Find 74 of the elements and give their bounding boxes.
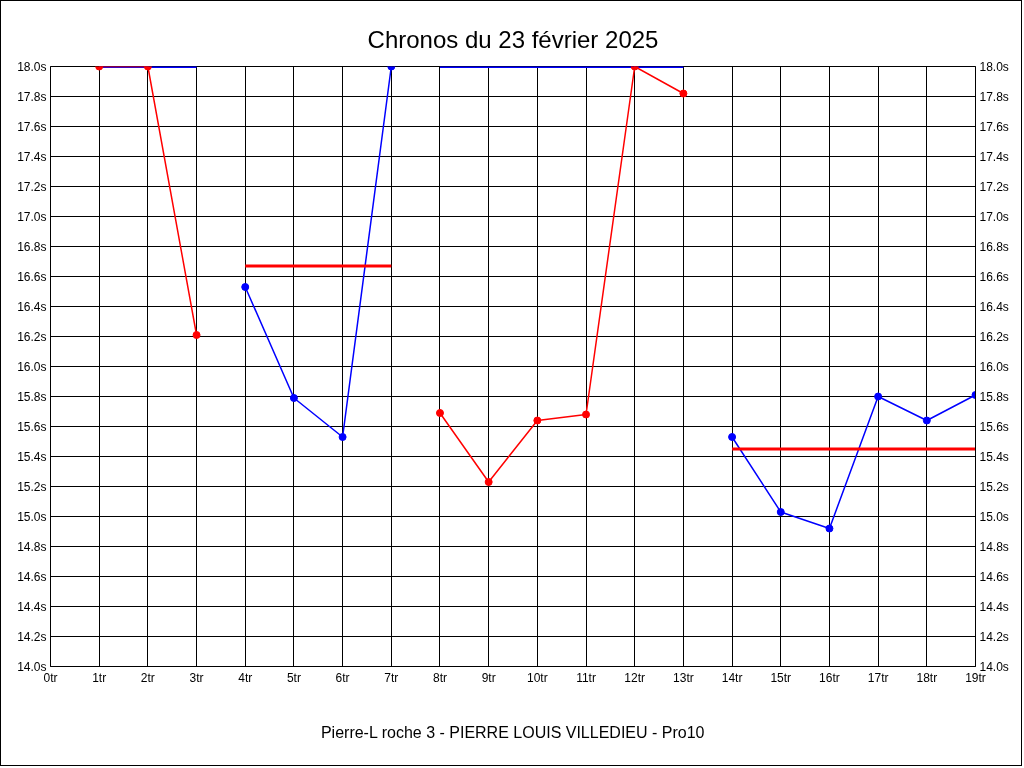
y2-tick-label: 15.8s — [979, 389, 1009, 404]
y2-tick-label: 15.0s — [979, 509, 1009, 524]
point — [728, 433, 737, 441]
y-tick-label: 16.6s — [17, 269, 47, 284]
y2-tick-label: 16.6s — [979, 269, 1009, 284]
y-tick-label: 17.8s — [17, 89, 47, 104]
y-tick-label: 18.0s — [17, 59, 47, 74]
x-tick-label: 14tr — [721, 670, 743, 685]
x-tick-label: 2tr — [140, 670, 155, 685]
y-tick-label: 15.6s — [17, 419, 47, 434]
y2-tick-label: 16.0s — [979, 359, 1009, 374]
y2-tick-label: 17.0s — [979, 209, 1009, 224]
y-tick-label: 15.2s — [17, 479, 47, 494]
chart-title: Chronos du 23 février 2025 — [367, 25, 659, 53]
point — [776, 508, 785, 516]
point — [922, 416, 931, 425]
y-tick-label: 14.4s — [17, 599, 47, 614]
y2-tick-label: 15.4s — [979, 449, 1009, 464]
x-tick-label: 4tr — [238, 670, 253, 685]
point — [825, 524, 834, 533]
x-tick-label: 10tr — [527, 670, 548, 685]
y-tick-label: 15.0s — [17, 509, 47, 524]
y-tick-label: 16.8s — [17, 239, 47, 254]
y2-tick-label: 17.2s — [979, 179, 1009, 194]
y-tick-label: 17.6s — [17, 119, 47, 134]
x-tick-label: 17tr — [867, 670, 889, 685]
x-tick-label: 7tr — [384, 670, 399, 685]
y-tick-label: 17.4s — [17, 149, 47, 164]
y2-tick-label: 14.4s — [979, 599, 1009, 614]
y-tick-label: 15.4s — [17, 449, 47, 464]
point — [338, 433, 347, 441]
y2-tick-label: 17.8s — [979, 89, 1009, 104]
x-tick-label: 12tr — [624, 670, 646, 685]
y-tick-label: 16.4s — [17, 299, 47, 314]
point — [484, 478, 493, 486]
y2-tick-label: 17.4s — [979, 149, 1009, 164]
y2-tick-label: 15.2s — [979, 479, 1009, 494]
x-tick-label: 15tr — [770, 670, 792, 685]
y-tick-label: 14.6s — [17, 569, 47, 584]
x-tick-label: 3tr — [189, 670, 204, 685]
x-tick-label: 8tr — [432, 670, 447, 685]
x-axis-title: Pierre-L roche 3 - PIERRE LOUIS VILLEDIEU - Pro10 — [320, 723, 705, 741]
point — [533, 416, 542, 425]
y-tick-label: 16.2s — [17, 329, 47, 344]
y-tick-label: 17.0s — [17, 209, 47, 224]
point — [241, 283, 250, 291]
x-tick-label: 16tr — [819, 670, 840, 685]
y-tick-label: 15.8s — [17, 389, 47, 404]
y2-tick-label: 17.6s — [979, 119, 1009, 134]
x-tick-label: 1tr — [92, 670, 107, 685]
x-tick-label: 6tr — [335, 670, 350, 685]
y2-tick-label: 18.0s — [979, 59, 1009, 74]
x-tick-label: 11tr — [576, 670, 596, 685]
x-tick-label: 9tr — [481, 670, 496, 685]
point — [192, 331, 201, 339]
x-tick-label: 13tr — [673, 670, 694, 685]
y2-tick-label: 14.2s — [979, 629, 1009, 644]
y-tick-label: 17.2s — [17, 179, 47, 194]
y2-tick-label: 16.2s — [979, 329, 1009, 344]
point — [874, 392, 883, 401]
y-tick-label: 14.8s — [17, 539, 47, 554]
x-tick-label: 18tr — [916, 670, 938, 685]
y-tick-label: 16.0s — [17, 359, 47, 374]
point — [289, 394, 298, 402]
x-tick-label: 5tr — [286, 670, 301, 685]
y2-tick-label: 16.8s — [979, 239, 1009, 254]
y2-tick-label: 15.6s — [979, 419, 1009, 434]
point — [435, 409, 444, 417]
point — [582, 410, 591, 419]
y-tick-label: 14.2s — [17, 629, 47, 644]
y2-tick-label: 14.8s — [979, 539, 1009, 554]
y2-tick-label: 14.6s — [979, 569, 1009, 584]
y2-tick-label: 16.4s — [979, 299, 1009, 314]
point — [679, 89, 688, 98]
